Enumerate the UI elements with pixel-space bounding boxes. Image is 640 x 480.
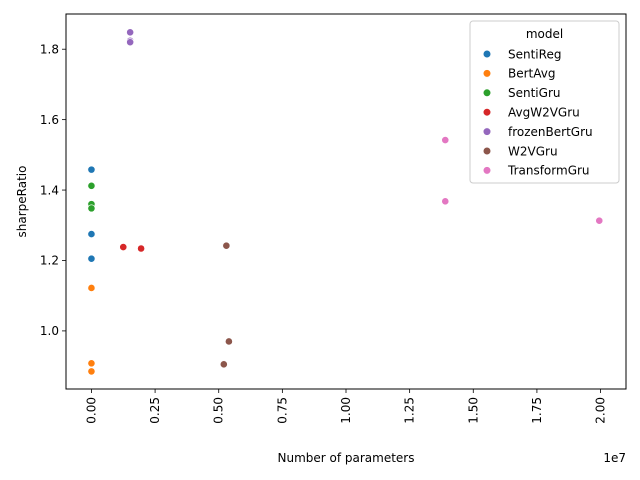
legend-marker (482, 88, 492, 97)
data-point (87, 165, 96, 174)
legend-entry: TransformGru (507, 164, 590, 178)
data-point (87, 181, 96, 190)
y-axis: 1.0 1.2 1.4 1.6 1.8 (40, 42, 66, 338)
x-tick-label: 0.00 (84, 397, 98, 424)
y-tick-label: 1.0 (40, 324, 59, 338)
legend-title: model (526, 27, 563, 41)
x-tick-label: 1.25 (403, 397, 417, 424)
data-point (119, 243, 128, 251)
data-point (87, 230, 96, 238)
data-point (87, 359, 96, 368)
legend-entry: W2VGru (508, 144, 558, 158)
y-tick-label: 1.4 (40, 183, 59, 197)
x-tick-label: 1.50 (466, 397, 480, 424)
x-tick-label: 1.75 (530, 397, 544, 424)
x-axis: 0.00 0.25 0.50 0.75 1.00 1.25 1.50 1.75 2.00 (84, 389, 608, 424)
data-point (87, 367, 96, 376)
legend-marker (482, 108, 492, 117)
data-point (126, 28, 135, 37)
data-point (87, 284, 96, 292)
data-point (225, 337, 233, 346)
legend-marker (482, 127, 492, 136)
data-point (87, 204, 96, 213)
legend-entry: SentiGru (508, 86, 560, 100)
y-tick-label: 1.8 (40, 42, 59, 56)
data-point (137, 244, 145, 253)
legend-entry: BertAvg (508, 67, 555, 81)
x-axis-label: Number of parameters (277, 451, 414, 465)
legend-marker (482, 49, 492, 59)
data-point (87, 254, 96, 263)
legend-entry: SentiReg (508, 47, 561, 61)
legend-entry: AvgW2VGru (508, 106, 580, 120)
data-point (126, 38, 135, 47)
legend-marker (482, 69, 492, 78)
y-tick-label: 1.6 (40, 113, 59, 127)
x-tick-label: 2.00 (594, 397, 608, 424)
data-point (222, 241, 231, 250)
x-tick-label: 0.50 (212, 397, 226, 424)
x-tick-label: 1.00 (339, 397, 353, 424)
legend-marker (482, 146, 492, 156)
legend-box (469, 20, 620, 184)
data-point (441, 197, 450, 206)
legend-entry: frozenBertGru (508, 125, 593, 139)
x-axis-offset-label: 1e7 (603, 451, 626, 465)
x-tick-label: 0.75 (275, 397, 289, 424)
data-point (595, 216, 604, 225)
x-tick-label: 0.25 (148, 397, 162, 424)
legend: model SentiReg BertAvg SentiGru AvgW2VGru fro… (469, 20, 620, 184)
legend-marker (482, 166, 492, 175)
data-points (87, 28, 604, 376)
data-point (441, 136, 450, 144)
y-tick-label: 1.2 (40, 254, 59, 268)
data-point (219, 360, 228, 369)
y-axis-label: sharpeRatio (15, 166, 29, 238)
